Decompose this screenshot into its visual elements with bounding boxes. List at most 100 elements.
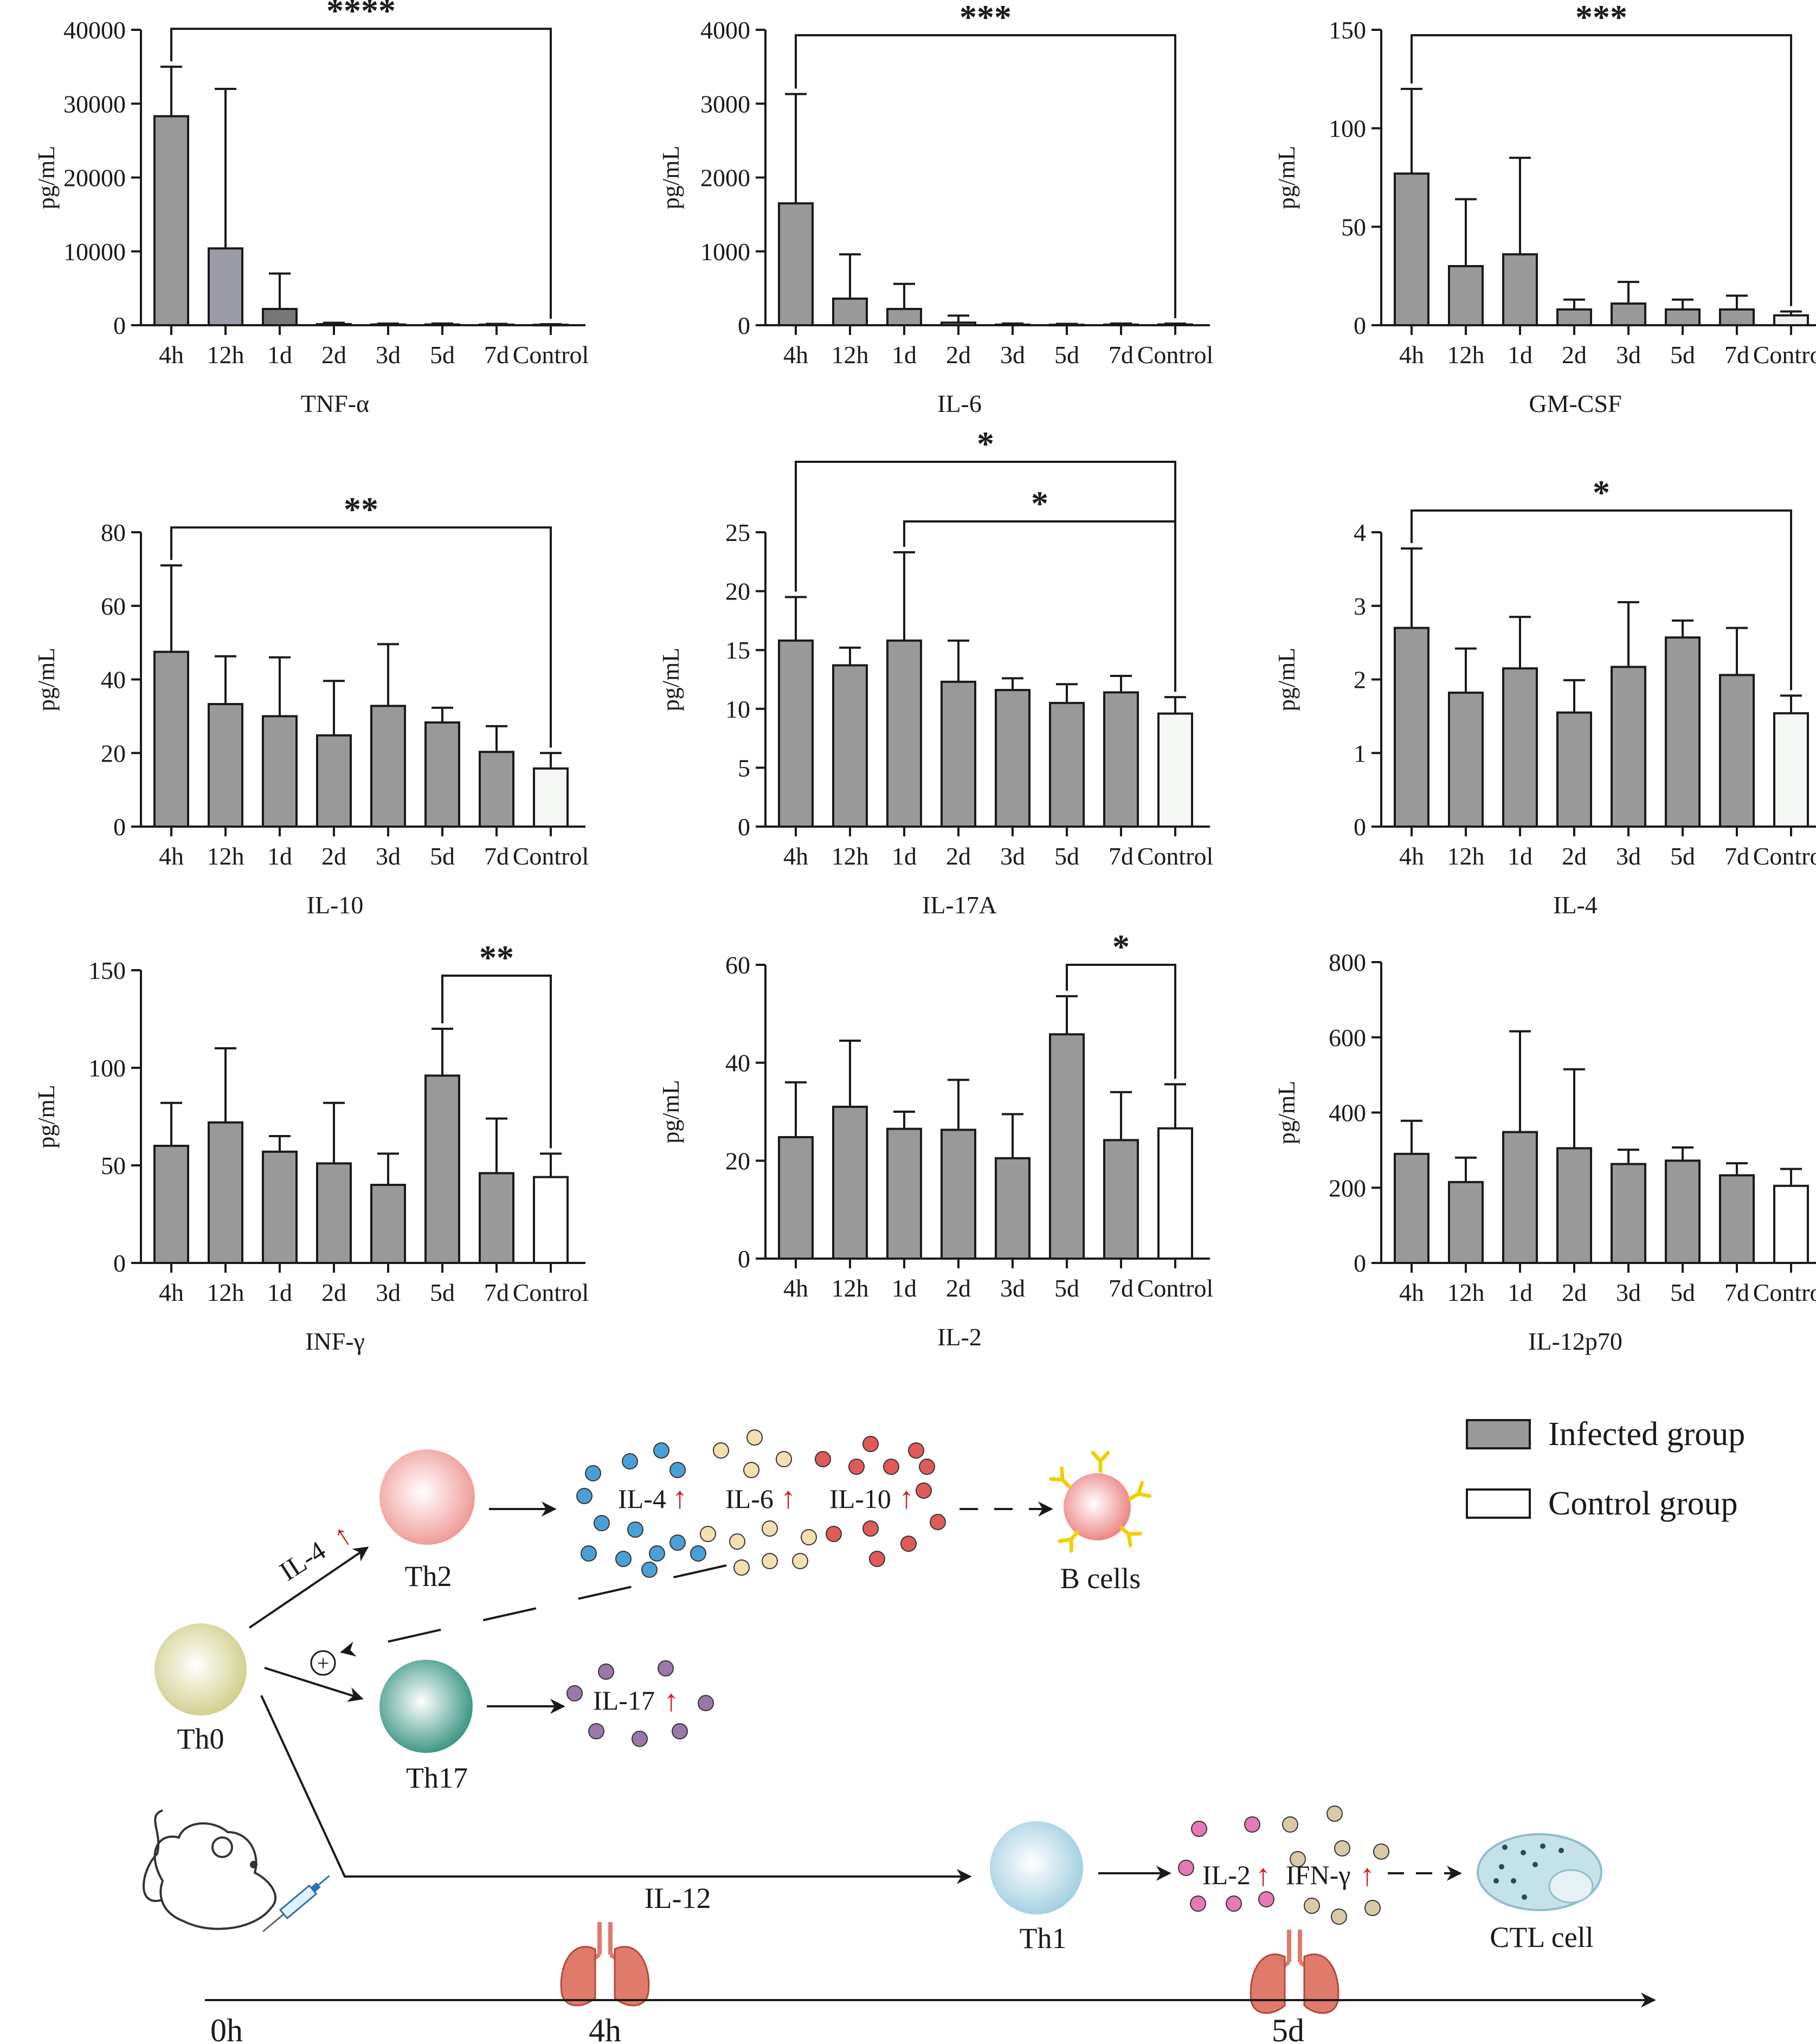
significance-bracket [1411,34,1792,306]
legend-infected-label: Infected group [1548,1416,1745,1453]
y-tick-label: 400 [1329,1099,1366,1127]
x-tick-label: 3d [376,341,401,369]
cytokine-dot [576,1488,593,1504]
x-tick-label: 1d [1508,341,1532,369]
bar-3d [370,1184,406,1264]
cytokine-dot [672,1723,688,1739]
y-tick-label: 0 [113,312,126,339]
legend: Infected group Control group [1466,1416,1745,1522]
cytokine-dot [1326,1806,1343,1822]
lung-icon-4h [560,1922,650,2007]
y-tick-label: 100 [88,1054,126,1082]
y-tick-label: 0 [1354,312,1366,339]
cytokine-dot [700,1526,716,1542]
cytokine-dot [594,1515,610,1531]
y-tick-label: 5 [738,754,750,782]
bar-2d [941,680,976,828]
cytokine-dot [1226,1895,1242,1912]
cytokine-dot [585,1465,601,1481]
bar-1d [262,308,298,327]
bar-12h [1448,265,1484,326]
bar-2d [316,323,352,326]
bar-2d [1556,308,1592,327]
y-axis-label: pg/mL [33,1085,60,1148]
y-tick-label: 50 [101,1152,126,1179]
cytokine-dot [588,1723,604,1739]
x-tick-label: 12h [207,842,244,870]
y-tick-label: 0 [738,813,750,841]
y-tick-label: 2000 [700,164,750,192]
x-tick-label: 4h [1399,842,1424,870]
significance-stars: * [1031,484,1048,523]
cytokine-dot [669,1534,686,1551]
y-tick-label: 20 [725,1147,750,1175]
cytokine-dot [919,1459,935,1475]
y-tick-label: 0 [113,813,126,841]
x-tick-label: 4h [783,842,808,870]
bar-4h [1394,627,1429,828]
cytokine-dot [698,1695,714,1711]
bar-12h [1448,1181,1484,1264]
bar-1d [1502,253,1538,327]
legend-control-label: Control group [1548,1485,1738,1522]
y-tick-label: 4000 [700,16,750,44]
x-tick-label: Control [1137,842,1214,870]
b-cells-label: B cells [1060,1562,1141,1595]
x-tick-label: 4h [783,341,808,369]
x-tick-label: 1d [1508,1279,1532,1306]
timeline-label-5d: 5d [1272,2013,1304,2044]
cytokine-dot [862,1436,879,1452]
cytokine-dot [649,1545,665,1562]
y-tick-label: 0 [113,1249,126,1277]
trachea [1276,1930,1313,1974]
cytokine-dot [801,1529,817,1545]
th17-cytokine-il17-up: ↑ [664,1684,679,1718]
y-axis-label: pg/mL [658,1080,684,1143]
y-tick-label: 80 [101,519,126,546]
cytokine-dot [762,1553,778,1569]
bar-12h [208,702,243,828]
bar-5d [1049,701,1085,828]
antibody-shape [1119,1525,1142,1547]
antibody-shape [1091,1450,1110,1473]
bar-1d [886,308,922,327]
y-axis-label: pg/mL [33,648,60,711]
x-tick-label: Control [513,842,589,870]
lung-left [1250,1953,1286,2014]
bar-5d [1665,1159,1701,1265]
th2-cytokine-dots [576,1429,946,1578]
th0-cell [154,1623,247,1716]
bar-12h [208,247,243,326]
x-tick-label: 2d [1562,1279,1587,1306]
x-tick-label: 7d [1109,842,1134,870]
bar-2d [316,734,352,828]
x-tick-label: 3d [1616,842,1641,870]
x-tick-label: 4h [159,341,184,369]
cytokine-dot [1364,1900,1381,1916]
chart-title: TNF-α [301,390,369,417]
x-tick-label: 5d [1670,842,1695,870]
chart-panel-5: 0 5 10 15 20 25 pg/mL 4h 12h 1d 2d 3d 5d 7d Control IL-… [658,424,1213,919]
ctl-nucleus [1548,1869,1594,1904]
chart-title: INF-γ [305,1327,365,1355]
syringe-icon [262,1875,330,1932]
cytokine-dot [1282,1816,1298,1833]
th1-cytokine-ifng: IFN-γ [1286,1860,1350,1890]
bar-7d [1103,691,1139,828]
x-tick-label: 7d [1724,1279,1749,1306]
x-tick-label: 2d [1562,842,1587,870]
x-tick-label: 1d [267,842,292,870]
antibody [1058,1530,1080,1553]
ctl-granule [1540,1843,1545,1849]
x-tick-label: 2d [321,842,346,870]
th1-cytokine-ifng-up: ↑ [1360,1859,1375,1892]
y-tick-label: 0 [1354,813,1366,841]
th17-cell [379,1660,473,1753]
bar-7d [1719,308,1755,327]
significance-bracket [1411,509,1792,691]
bar-2d [941,1129,976,1260]
cytokine-dot [733,1559,750,1576]
bar-control [1773,314,1809,326]
th1-cytokine-il2-up: ↑ [1255,1859,1271,1892]
